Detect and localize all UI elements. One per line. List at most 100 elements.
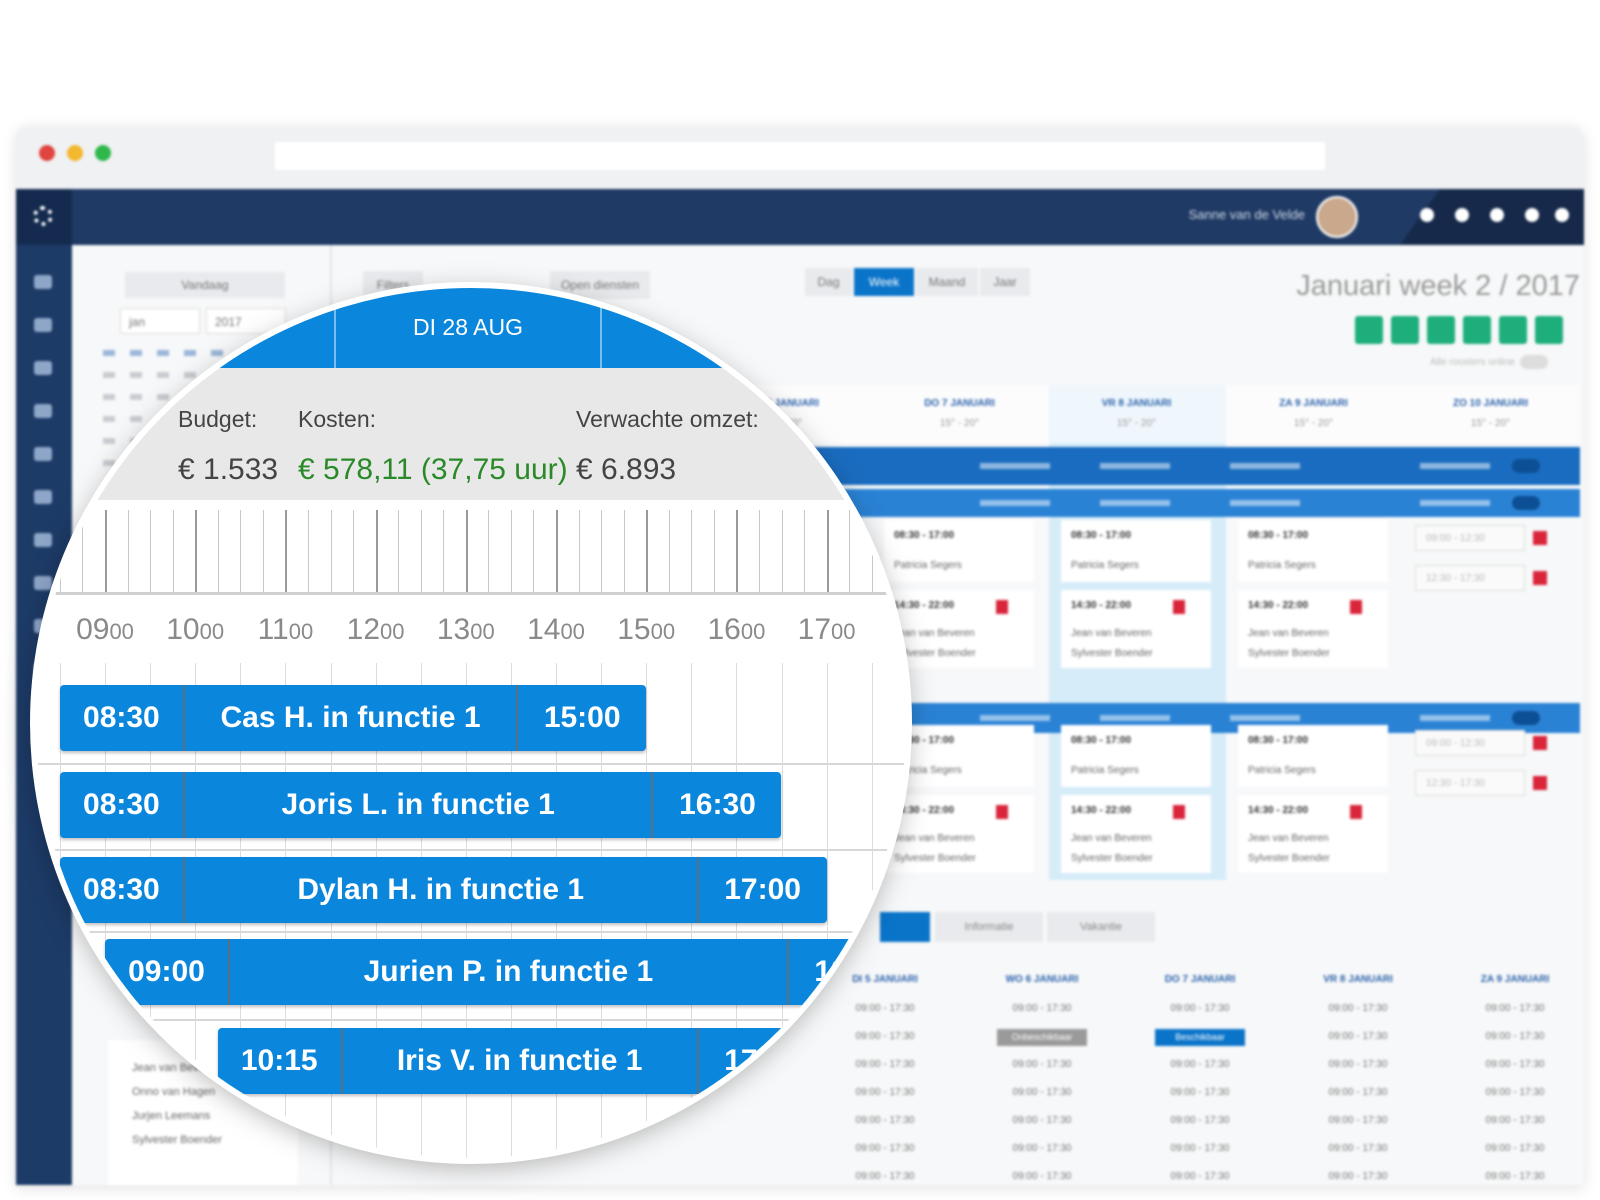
employee-name[interactable]: Jurjen Leemans [132,1110,211,1122]
open-slot[interactable]: 09:00 - 12:30 [1415,525,1525,551]
shift-card[interactable] [884,520,1034,582]
open-slot[interactable]: 09:00 - 12:30 [1415,730,1525,756]
hour: 11 [257,613,289,646]
shift-person: Jean van Beveren [1071,628,1152,639]
time-tick [443,510,445,592]
hour: 09 [76,613,110,646]
shift-bar[interactable]: 08:30 Dylan H. in functie 1 17:00 [59,857,827,923]
open-slot[interactable]: 12:30 - 17:30 [1415,565,1525,591]
shift-card[interactable] [884,795,1034,873]
header-icon[interactable] [1555,208,1569,222]
shift-card[interactable] [884,590,1034,668]
band-toggle[interactable] [1512,459,1540,473]
shift-person: Sylvester Boender [894,648,976,659]
table-cell: 09:00 - 17:30 [1012,1059,1072,1070]
hour: 14 [527,613,561,646]
time-tick [82,510,84,592]
shift-bar[interactable]: 08:30 Cas H. in functie 1 15:00 [59,685,647,751]
column-header: VR 8 JANUARI [1323,974,1393,985]
minute: 00 [560,619,585,644]
open-slot[interactable]: 12:30 - 17:30 [1415,770,1525,796]
header-icon[interactable] [1420,208,1434,222]
employee-name[interactable]: Jean van Beveren [132,1062,221,1074]
table-cell: 09:00 - 17:30 [1485,1115,1545,1126]
shift-person: Patricia Segers [894,765,962,776]
hour: 13 [436,613,471,646]
shift-card[interactable] [1061,725,1211,787]
summary-label: Kosten: [298,406,376,432]
sidebar-icon[interactable] [34,533,52,547]
time-tick [849,510,851,592]
band-stat [1420,463,1490,469]
sidebar-icon[interactable] [34,275,52,289]
shift-card[interactable] [1238,725,1388,787]
header-icon[interactable] [1455,208,1469,222]
shift-card[interactable] [1061,795,1211,873]
table-cell: 09:00 - 17:30 [1012,1171,1072,1182]
table-cell: 09:00 - 17:30 [1170,1087,1230,1098]
time-tick [240,510,242,592]
sidebar-icon[interactable] [34,576,52,590]
status-badge [1173,805,1185,819]
shift-person: Jean van Beveren [1248,833,1329,844]
tab[interactable]: Vakantie [1047,912,1155,942]
toggle[interactable] [1520,355,1548,369]
day-name: VR 8 JANUARI [1101,398,1172,409]
minute: 00 [380,619,405,644]
hour-label: 1500 [601,613,691,647]
header-icon[interactable] [1525,208,1539,222]
url-bar[interactable] [275,142,1325,170]
band-stat [1100,500,1170,506]
time-tick [105,510,107,592]
shift-card[interactable] [1238,590,1388,668]
shift-bar[interactable]: 08:30 Joris L. in functie 1 16:30 [59,772,782,838]
shift-person: Sylvester Boender [1071,853,1153,864]
time-tick [826,510,829,592]
band-toggle[interactable] [1512,496,1540,510]
action-button[interactable] [1355,316,1383,344]
hour-label: 1400 [511,613,601,647]
employee-name[interactable]: Onno van Hagen [132,1086,216,1098]
time-tick [623,510,625,592]
action-button[interactable] [1391,316,1419,344]
shift-time: 14:30 - 22:00 [1071,600,1132,611]
view-tab[interactable]: Jaar [980,268,1030,296]
shift-card[interactable] [1061,590,1211,668]
minute: 00 [470,619,495,644]
row-separator [36,1019,906,1021]
shift-card[interactable] [884,725,1034,787]
shift-card[interactable] [1238,795,1388,873]
action-button[interactable] [1535,316,1563,344]
time-tick [668,510,670,592]
tab-active[interactable] [880,912,930,942]
shift-time: 08:30 - 17:00 [894,530,955,541]
shift-bar[interactable]: 09:00 Jurien P. in functie 1 18:00 [105,939,906,1005]
time-tick [691,510,693,592]
band-toggle[interactable] [1512,711,1540,725]
table-cell: 09:00 - 17:30 [1012,1143,1072,1154]
action-button[interactable] [1499,316,1527,344]
time-tick [465,510,468,592]
summary-label: Verwachte omzet: [576,406,759,432]
shift-time: 08:30 - 17:00 [1071,735,1132,746]
shift-bar[interactable]: 10:15 Iris V. in functie 1 17:00 [217,1028,827,1094]
time-tick [375,510,378,592]
hour-label: 1600 [691,613,781,647]
tab[interactable]: Informatie [935,912,1043,942]
employee-name[interactable]: Sylvester Boender [132,1134,222,1146]
action-button[interactable] [1427,316,1455,344]
shift-card[interactable] [1238,520,1388,582]
shift-person: Patricia Segers [894,560,962,571]
table-cell: 09:00 - 17:30 [855,1143,915,1154]
time-tick [804,510,806,592]
shift-time: 14:30 - 22:00 [894,600,955,611]
header-icon[interactable] [1490,208,1504,222]
gear-icon[interactable] [33,206,53,226]
shift-end: 17:00 [696,1028,827,1094]
action-button[interactable] [1463,316,1491,344]
shift-card[interactable] [1061,520,1211,582]
badge: Beschikbaar [1155,1029,1245,1046]
view-tab[interactable]: Maand [916,268,978,296]
row-separator [36,763,906,765]
avatar[interactable] [1316,196,1358,238]
